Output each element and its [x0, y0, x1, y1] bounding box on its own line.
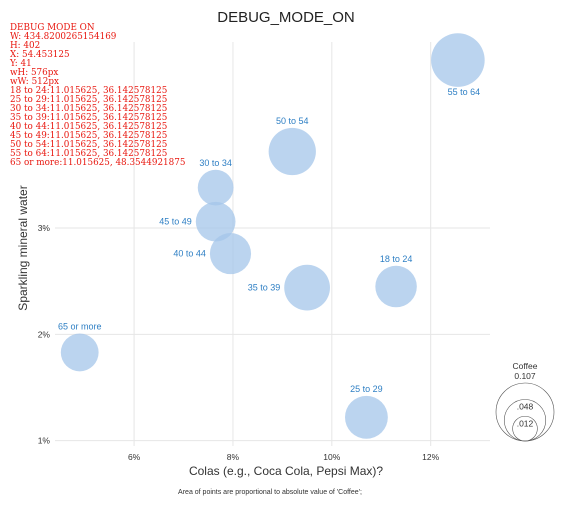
bubble: [345, 396, 388, 439]
bubble-label: 25 to 29: [350, 384, 383, 394]
y-tick-label: 1%: [38, 436, 51, 446]
x-tick-label: 12%: [422, 452, 439, 462]
size-legend-label: 0.107: [514, 371, 536, 381]
bubble: [269, 128, 316, 175]
bubble-label: 35 to 39: [248, 283, 281, 293]
bubble-label: 55 to 64: [448, 87, 481, 97]
size-legend-label: .012: [517, 418, 534, 428]
y-tick-label: 2%: [38, 329, 51, 339]
bubble-label: 45 to 49: [159, 217, 192, 227]
bubble: [196, 202, 236, 242]
bubble: [431, 33, 485, 87]
bubble: [284, 265, 330, 311]
footnote: Area of points are proportional to absol…: [178, 489, 362, 496]
bubble-label: 30 to 34: [199, 158, 232, 168]
x-tick-label: 6%: [128, 452, 141, 462]
x-tick-label: 10%: [323, 452, 340, 462]
bubble-label: 65 or more: [58, 322, 102, 332]
bubble-label: 50 to 54: [276, 116, 309, 126]
grid-lines: [55, 42, 490, 446]
x-axis-label: Colas (e.g., Coca Cola, Pepsi Max)?: [189, 464, 383, 478]
bubble-layer: 18 to 24 25 to 29 30 to 34 35 to 39 40 to 44…: [58, 33, 485, 438]
bubble: [375, 266, 416, 307]
bubble-label: 18 to 24: [380, 254, 413, 264]
size-legend-label: .048: [517, 402, 534, 412]
size-legend: Coffee 0.107 .048 .012: [496, 361, 554, 441]
bubble: [198, 170, 234, 206]
bubble: [61, 334, 99, 372]
y-axis-label: Sparkling mineral water: [16, 185, 30, 310]
bubble-label: 40 to 44: [173, 249, 206, 259]
y-tick-label: 3%: [38, 223, 51, 233]
size-legend-title: Coffee: [513, 361, 538, 371]
size-legend-circle: [496, 383, 554, 441]
chart-title: DEBUG_MODE_ON: [217, 9, 355, 26]
x-tick-label: 8%: [227, 452, 240, 462]
